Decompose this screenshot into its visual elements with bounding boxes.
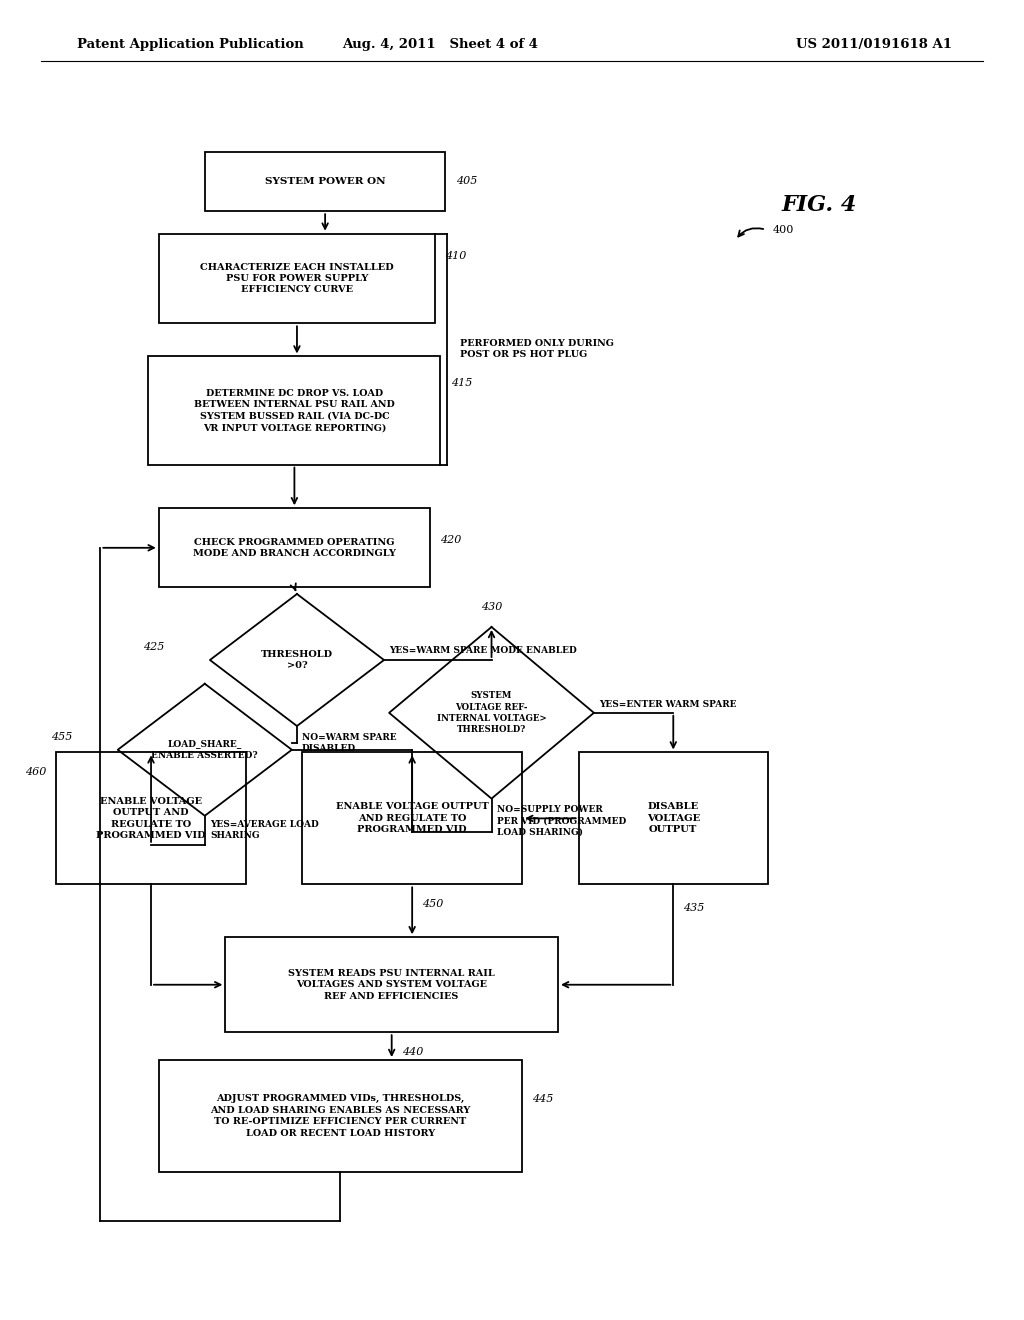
Bar (205, 152, 445, 211)
Text: YES=ENTER WARM SPARE: YES=ENTER WARM SPARE (599, 701, 736, 709)
Text: 440: 440 (401, 1047, 423, 1057)
Text: PERFORMED ONLY DURING
POST OR PS HOT PLUG: PERFORMED ONLY DURING POST OR PS HOT PLU… (460, 339, 613, 359)
Bar (159, 1060, 522, 1172)
Bar (148, 356, 440, 465)
Bar (225, 937, 558, 1032)
Text: Patent Application Publication: Patent Application Publication (77, 38, 303, 51)
Text: 415: 415 (451, 379, 472, 388)
Text: 410: 410 (445, 251, 467, 261)
Text: SYSTEM
VOLTAGE REF-
INTERNAL VOLTAGE>
THRESHOLD?: SYSTEM VOLTAGE REF- INTERNAL VOLTAGE> TH… (436, 692, 547, 734)
Text: 435: 435 (684, 903, 705, 913)
Text: 405: 405 (456, 177, 477, 186)
Bar (159, 508, 430, 587)
Text: 450: 450 (422, 899, 443, 909)
Text: CHARACTERIZE EACH INSTALLED
PSU FOR POWER SUPPLY
EFFICIENCY CURVE: CHARACTERIZE EACH INSTALLED PSU FOR POWE… (200, 263, 394, 294)
Text: FIG. 4: FIG. 4 (781, 194, 857, 215)
Text: CHECK PROGRAMMED OPERATING
MODE AND BRANCH ACCORDINGLY: CHECK PROGRAMMED OPERATING MODE AND BRAN… (193, 537, 396, 558)
Text: THRESHOLD
>0?: THRESHOLD >0? (261, 649, 333, 671)
Text: 460: 460 (25, 767, 46, 777)
Bar (159, 234, 435, 323)
Text: 425: 425 (143, 642, 165, 652)
Text: ENABLE VOLTAGE
OUTPUT AND
REGULATE TO
PROGRAMMED VID: ENABLE VOLTAGE OUTPUT AND REGULATE TO PR… (96, 797, 206, 840)
Text: Aug. 4, 2011   Sheet 4 of 4: Aug. 4, 2011 Sheet 4 of 4 (342, 38, 539, 51)
Text: 430: 430 (481, 602, 503, 612)
Text: 420: 420 (440, 535, 462, 545)
Text: DISABLE
VOLTAGE
OUTPUT: DISABLE VOLTAGE OUTPUT (646, 803, 700, 834)
Text: YES=WARM SPARE MODE ENABLED: YES=WARM SPARE MODE ENABLED (389, 647, 577, 655)
Bar (302, 752, 522, 884)
Text: 455: 455 (51, 731, 73, 742)
Text: YES=AVERAGE LOAD
SHARING: YES=AVERAGE LOAD SHARING (210, 820, 318, 840)
Text: LOAD_SHARE_
ENABLE ASSERTED?: LOAD_SHARE_ ENABLE ASSERTED? (152, 739, 258, 760)
Text: 400: 400 (773, 224, 795, 235)
Text: US 2011/0191618 A1: US 2011/0191618 A1 (797, 38, 952, 51)
Bar (56, 752, 246, 884)
Text: ENABLE VOLTAGE OUTPUT
AND REGULATE TO
PROGRAMMED VID: ENABLE VOLTAGE OUTPUT AND REGULATE TO PR… (336, 803, 488, 834)
Text: SYSTEM READS PSU INTERNAL RAIL
VOLTAGES AND SYSTEM VOLTAGE
REF AND EFFICIENCIES: SYSTEM READS PSU INTERNAL RAIL VOLTAGES … (289, 969, 495, 1001)
Text: NO=WARM SPARE
DISABLED: NO=WARM SPARE DISABLED (302, 733, 396, 752)
Text: ADJUST PROGRAMMED VIDs, THRESHOLDS,
AND LOAD SHARING ENABLES AS NECESSARY
TO RE-: ADJUST PROGRAMMED VIDs, THRESHOLDS, AND … (210, 1094, 471, 1138)
Text: SYSTEM POWER ON: SYSTEM POWER ON (265, 177, 385, 186)
Text: DETERMINE DC DROP VS. LOAD
BETWEEN INTERNAL PSU RAIL AND
SYSTEM BUSSED RAIL (VIA: DETERMINE DC DROP VS. LOAD BETWEEN INTER… (194, 389, 395, 432)
Text: NO=SUPPLY POWER
PER VID (PROGRAMMED
LOAD SHARING): NO=SUPPLY POWER PER VID (PROGRAMMED LOAD… (497, 805, 626, 837)
Text: 445: 445 (532, 1094, 554, 1105)
Bar (579, 752, 768, 884)
